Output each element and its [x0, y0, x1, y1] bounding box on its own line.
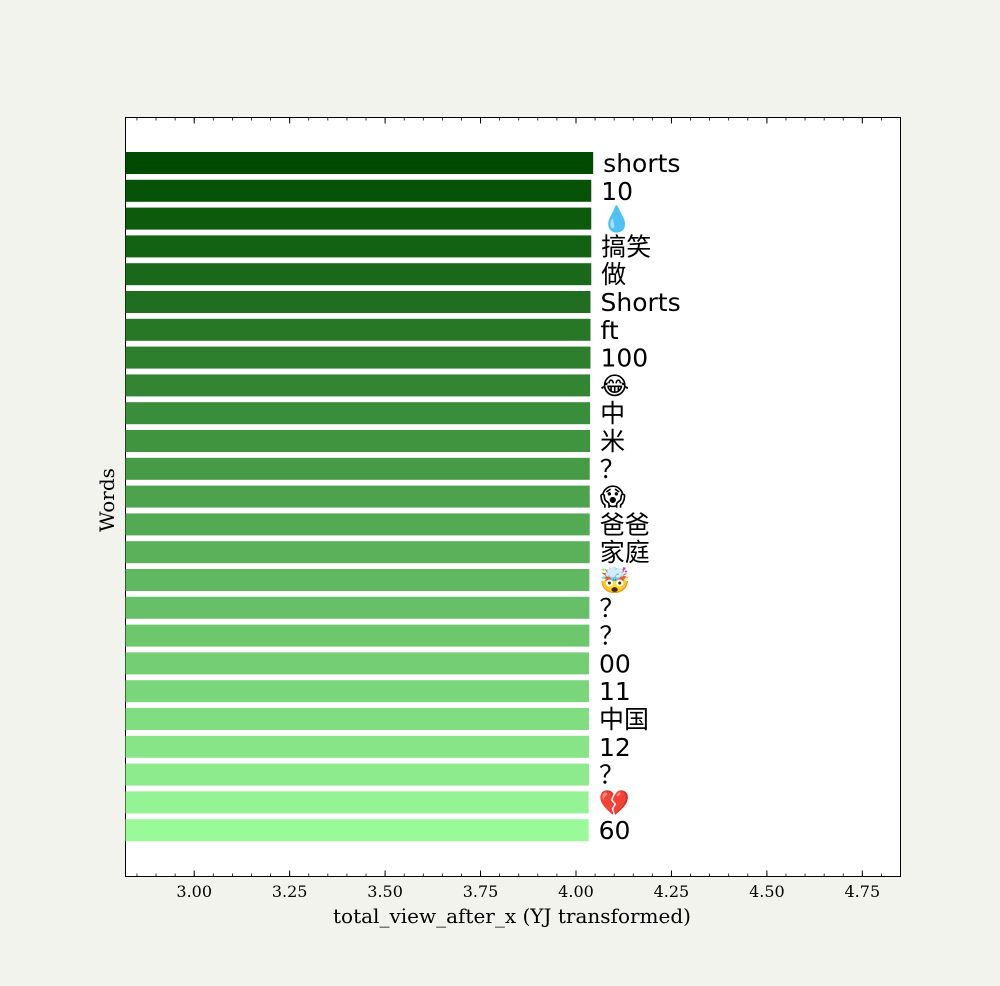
bar — [125, 485, 590, 508]
bar-label: 😂 — [600, 371, 629, 400]
x-tick-label: 4.00 — [558, 882, 594, 901]
bar — [125, 346, 591, 369]
x-tick-label: 4.50 — [749, 882, 785, 901]
bar-label: 💧 — [601, 205, 632, 234]
bar — [125, 374, 591, 397]
bar — [125, 457, 590, 480]
bar — [125, 819, 589, 842]
bar-labels-layer: shorts10💧搞笑做Shortsft100😂中米？😱爸爸家庭🤯？？0011中… — [599, 149, 681, 845]
bar-label: 🤯 — [599, 566, 630, 595]
bar-label: 10 — [601, 177, 633, 206]
x-tick-label: 3.25 — [272, 882, 308, 901]
bar — [125, 402, 591, 425]
bar — [125, 791, 589, 814]
bar-label: 爸爸 — [600, 510, 650, 539]
bar-label: shorts — [603, 149, 680, 178]
bar-label: 11 — [599, 677, 631, 706]
y-axis-label: Words — [95, 468, 119, 532]
bar-label: 搞笑 — [601, 232, 651, 261]
bar-label: ？ — [599, 761, 624, 790]
bar-label: 家庭 — [600, 538, 650, 567]
bar — [125, 152, 594, 174]
bar-label: Shorts — [601, 288, 681, 317]
bar-label: 💔 — [599, 788, 631, 817]
bar — [125, 680, 589, 703]
bar-label: 米 — [600, 427, 625, 456]
bar-label: 😱 — [600, 483, 626, 512]
bar-label: ？ — [599, 622, 624, 651]
bar — [125, 596, 590, 619]
bar-label: 60 — [599, 816, 631, 845]
bar — [125, 708, 589, 730]
x-axis-label: total_view_after_x (YJ transformed) — [333, 904, 691, 928]
bar — [125, 318, 591, 341]
bar — [125, 569, 590, 591]
bar-label: 中国 — [599, 705, 649, 734]
bar-label: 12 — [599, 733, 631, 762]
bar — [125, 513, 590, 536]
bar-label: 中 — [600, 399, 625, 428]
bar — [125, 652, 589, 675]
bar-label: 00 — [599, 649, 631, 678]
x-tick-label: 3.75 — [463, 882, 499, 901]
bar-label: ft — [601, 316, 619, 345]
x-tick-label: 4.75 — [845, 882, 881, 901]
bar — [125, 763, 589, 786]
x-tick-label: 4.25 — [654, 882, 690, 901]
x-tick-label: 3.50 — [367, 882, 403, 901]
bar — [125, 207, 592, 230]
bar-label: ？ — [600, 455, 625, 484]
bar — [125, 291, 591, 313]
bar — [125, 179, 592, 202]
bar-label: ？ — [599, 594, 624, 623]
bar — [125, 624, 590, 647]
x-axis: 3.00 3.25 3.50 3.75 4.00 4.25 4.50 4.75 — [136, 117, 901, 901]
x-tick-label: 3.00 — [176, 882, 212, 901]
bar — [125, 541, 590, 564]
bar — [125, 235, 592, 258]
bar — [125, 263, 592, 286]
bars-layer — [125, 152, 594, 842]
bar-label: 100 — [601, 344, 649, 373]
bar-label: 做 — [601, 260, 626, 289]
bar — [125, 430, 591, 452]
bar — [125, 735, 589, 758]
